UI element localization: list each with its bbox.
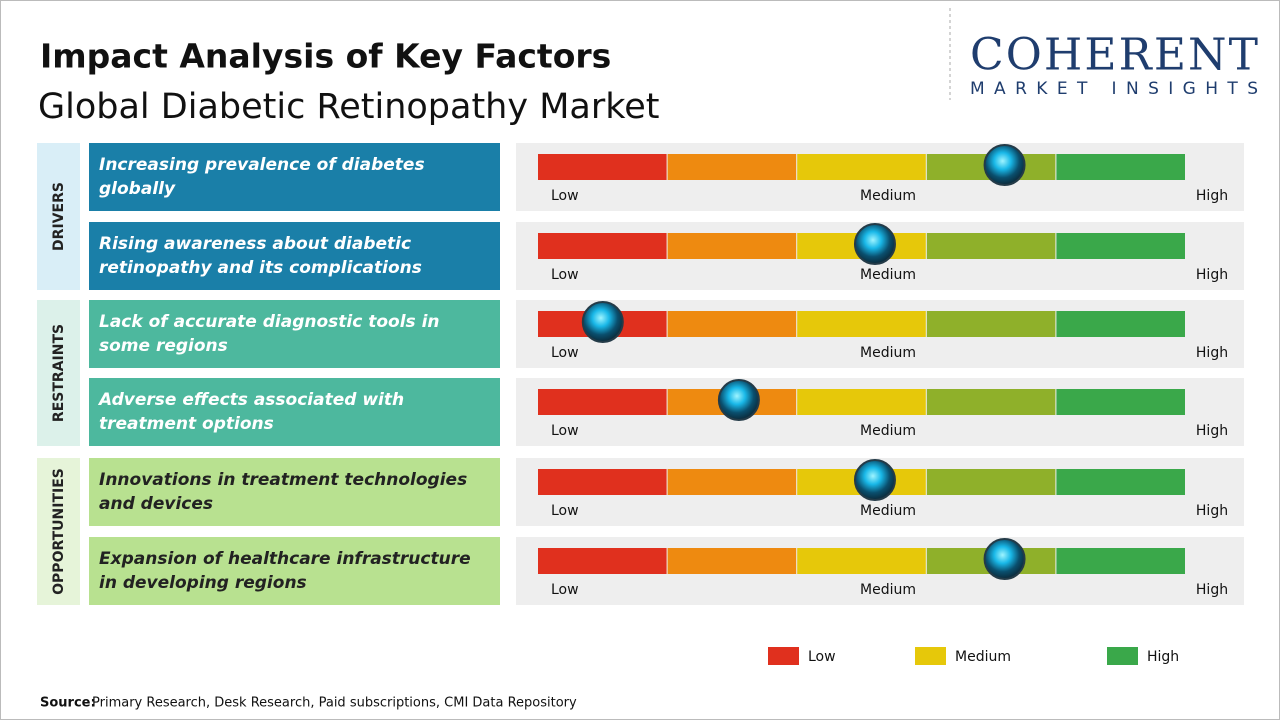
group-label: RESTRAINTS: [51, 324, 67, 422]
gauge-segment: [926, 311, 1056, 337]
legend-label: Medium: [955, 649, 1011, 665]
scale-label: High: [1196, 345, 1228, 361]
scale-label: High: [1196, 423, 1228, 439]
scale-label: Low: [551, 582, 579, 598]
scale-label: Low: [551, 503, 579, 519]
gauge-segment: [538, 548, 667, 574]
legend-label: High: [1147, 649, 1179, 665]
gauge-segment: [667, 233, 797, 259]
factor-text: Innovations in treatment technologies an…: [89, 458, 500, 526]
gauge-segment: [538, 389, 667, 415]
scale-label: Low: [551, 345, 579, 361]
gauge-segment: [538, 154, 667, 180]
scale-label: Low: [551, 188, 579, 204]
gauge-segment: [667, 154, 797, 180]
scale-label: Low: [551, 267, 579, 283]
gauge-segment: [538, 469, 667, 495]
title: Impact Analysis of Key Factors: [40, 37, 611, 76]
gauge-segment: [1056, 389, 1185, 415]
factor-text: Increasing prevalence of diabetes global…: [89, 143, 500, 211]
legend-swatch: [915, 647, 946, 665]
legend-swatch: [768, 647, 799, 665]
scale-label: High: [1196, 503, 1228, 519]
gauge-segment: [1056, 154, 1185, 180]
factor-text: Rising awareness about diabetic retinopa…: [89, 222, 500, 290]
group-label: DRIVERS: [51, 182, 67, 251]
gauge-segment: [926, 389, 1056, 415]
impact-knob: [853, 223, 896, 265]
scale-label: Medium: [860, 345, 916, 361]
factor-text: Lack of accurate diagnostic tools in som…: [89, 300, 500, 368]
gauge-segment: [1056, 311, 1185, 337]
scale-label: High: [1196, 267, 1228, 283]
group-label: OPPORTUNITIES: [51, 468, 67, 595]
logo-tagline: MARKET INSIGHTS: [970, 79, 1258, 99]
gauge-segment: [538, 233, 667, 259]
factor-text: Adverse effects associated with treatmen…: [89, 378, 500, 446]
factor-text: Expansion of healthcare infrastructure i…: [89, 537, 500, 605]
scale-label: Medium: [860, 423, 916, 439]
gauge-segment: [667, 548, 797, 574]
gauge-segment: [1056, 233, 1185, 259]
scale-label: High: [1196, 188, 1228, 204]
logo-name: COHERENT: [970, 30, 1258, 81]
group-box: [37, 300, 80, 446]
gauge-segment: [797, 311, 926, 337]
group-box: [37, 458, 80, 605]
legend-swatch: [1107, 647, 1138, 665]
impact-knob: [983, 538, 1026, 580]
gauge-segment: [1056, 469, 1185, 495]
scale-label: Medium: [860, 188, 916, 204]
group-box: [37, 143, 80, 290]
source-label: Source:: [40, 696, 96, 711]
gauge-segment: [797, 548, 926, 574]
scale-label: Medium: [860, 267, 916, 283]
subtitle: Global Diabetic Retinopathy Market: [38, 87, 660, 127]
source-text: Primary Research, Desk Research, Paid su…: [92, 696, 577, 711]
impact-knob: [853, 459, 896, 501]
scale-label: Medium: [860, 503, 916, 519]
impact-knob: [983, 144, 1026, 186]
scale-label: High: [1196, 582, 1228, 598]
impact-knob: [717, 379, 760, 421]
gauge-segment: [926, 233, 1056, 259]
impact-knob: [581, 301, 624, 343]
gauge-segment: [797, 389, 926, 415]
legend-label: Low: [808, 649, 836, 665]
scale-label: Medium: [860, 582, 916, 598]
gauge-segment: [926, 469, 1056, 495]
gauge-segment: [1056, 548, 1185, 574]
gauge-segment: [667, 469, 797, 495]
scale-label: Low: [551, 423, 579, 439]
gauge-segment: [797, 154, 926, 180]
gauge-segment: [667, 311, 797, 337]
